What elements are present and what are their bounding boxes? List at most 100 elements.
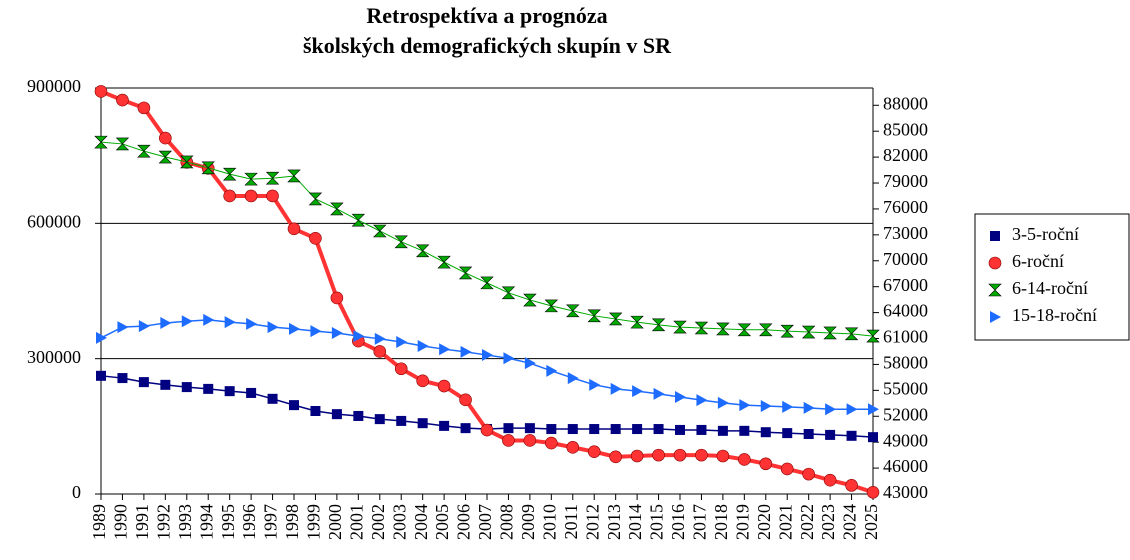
x-tick-label: 2016 (668, 504, 688, 540)
marker (546, 424, 557, 435)
x-tick-label: 2014 (625, 504, 645, 540)
marker (589, 378, 601, 391)
marker (117, 321, 129, 334)
marker (460, 345, 472, 358)
marker (759, 323, 773, 337)
y2-tick-label: 73000 (883, 223, 928, 243)
y2-tick-label: 64000 (883, 301, 928, 321)
marker (696, 394, 708, 407)
marker (94, 85, 108, 98)
marker (846, 430, 857, 441)
marker (609, 450, 622, 464)
marker (265, 171, 280, 185)
y2-tick-label: 76000 (883, 197, 928, 217)
marker (310, 405, 321, 416)
marker (267, 393, 278, 404)
marker (460, 423, 471, 434)
x-tick-label: 2002 (368, 504, 388, 540)
marker (437, 379, 451, 393)
marker (801, 325, 816, 339)
marker (868, 432, 878, 443)
marker (289, 322, 300, 335)
marker (417, 418, 428, 429)
x-tick-label: 2022 (797, 504, 817, 540)
marker (138, 377, 149, 388)
marker (545, 436, 558, 450)
x-tick-label: 1991 (132, 504, 152, 540)
x-tick-label: 2024 (840, 504, 860, 540)
marker (803, 401, 815, 414)
y2-tick-label: 88000 (883, 93, 928, 113)
marker (760, 400, 772, 413)
marker (137, 101, 151, 115)
x-tick-label: 1993 (175, 504, 195, 540)
marker (738, 453, 751, 466)
marker (846, 403, 858, 416)
marker (567, 424, 578, 435)
marker (868, 403, 879, 416)
x-tick-label: 2009 (518, 504, 538, 540)
y2-tick-label: 43000 (883, 482, 928, 502)
marker (739, 399, 751, 412)
marker (630, 315, 644, 329)
marker (651, 318, 666, 332)
marker (224, 386, 235, 397)
x-tick-label: 2008 (497, 504, 517, 540)
marker (203, 383, 214, 394)
x-tick-label: 2025 (861, 504, 881, 540)
marker (415, 244, 430, 258)
marker (988, 283, 1002, 297)
marker (717, 396, 729, 409)
chart-title: školských demografických skupín v SR (303, 33, 672, 58)
marker (780, 324, 794, 338)
marker (353, 330, 365, 343)
marker (331, 409, 342, 420)
x-tick-label: 2019 (732, 504, 752, 540)
marker (544, 299, 559, 313)
marker (480, 276, 494, 290)
marker (675, 424, 685, 435)
marker (524, 357, 536, 370)
legend-label: 6-roční (1012, 251, 1064, 271)
x-tick-label: 2012 (582, 504, 602, 540)
marker (782, 428, 793, 439)
x-tick-label: 2001 (346, 504, 366, 540)
marker (587, 445, 601, 458)
marker (159, 131, 172, 145)
marker (803, 429, 814, 440)
x-tick-label: 2000 (325, 504, 345, 540)
marker (502, 434, 515, 447)
y-tick-label: 900000 (27, 76, 81, 96)
marker (160, 379, 171, 390)
marker (439, 343, 451, 356)
x-tick-label: 2011 (561, 504, 581, 539)
marker (567, 372, 579, 385)
marker (673, 320, 687, 334)
marker (394, 362, 408, 376)
y2-tick-label: 61000 (883, 327, 928, 347)
y2-tick-label: 52000 (883, 404, 928, 424)
x-tick-label: 2005 (432, 504, 452, 540)
legend-box (974, 213, 1130, 341)
marker (845, 479, 858, 492)
marker (589, 424, 600, 435)
marker (137, 144, 151, 158)
y2-tick-label: 67000 (883, 275, 928, 295)
marker (116, 93, 129, 107)
marker (566, 441, 580, 454)
marker (244, 189, 258, 203)
marker (866, 485, 880, 499)
marker (988, 256, 1002, 270)
x-tick-label: 1997 (261, 504, 281, 540)
marker (739, 425, 750, 436)
marker (353, 410, 364, 421)
marker (331, 326, 343, 339)
x-tick-label: 2003 (389, 504, 409, 540)
marker (310, 325, 322, 338)
legend-label: 3-5-roční (1012, 224, 1079, 244)
marker (825, 403, 837, 416)
marker (652, 448, 665, 462)
marker (181, 382, 192, 393)
x-tick-label: 1992 (153, 504, 173, 540)
